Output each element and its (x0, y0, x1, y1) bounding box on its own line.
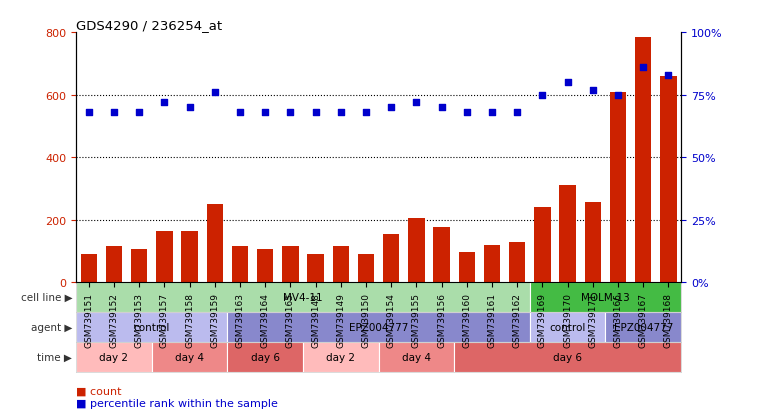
Bar (530, 282, 681, 312)
Bar (282, 247, 298, 282)
Text: control: control (133, 322, 170, 332)
Bar (408, 218, 425, 282)
Point (83, 109, 95, 116)
Point (587, 87, 599, 94)
Bar (257, 250, 273, 282)
Bar (76, 312, 228, 342)
Bar (228, 342, 303, 372)
Bar (333, 247, 349, 282)
Bar (459, 253, 475, 282)
Point (511, 109, 524, 116)
Bar (228, 312, 530, 342)
Point (410, 100, 422, 106)
Text: day 2: day 2 (100, 352, 129, 362)
Bar (156, 231, 173, 282)
Text: MV4-11: MV4-11 (283, 292, 323, 302)
Bar (232, 247, 248, 282)
Bar (434, 228, 450, 282)
Bar (81, 254, 97, 282)
Text: day 4: day 4 (402, 352, 431, 362)
Bar (534, 208, 551, 282)
Text: cell line ▶: cell line ▶ (21, 292, 72, 302)
Bar (484, 245, 500, 282)
Text: MOLM-13: MOLM-13 (581, 292, 630, 302)
Text: EPZ004777: EPZ004777 (613, 322, 673, 332)
Text: day 4: day 4 (175, 352, 204, 362)
Text: day 2: day 2 (326, 352, 355, 362)
Point (612, 92, 624, 99)
Bar (206, 204, 223, 282)
Point (335, 109, 347, 116)
Bar (454, 342, 681, 372)
Text: time ▶: time ▶ (37, 352, 72, 362)
Text: GDS4290 / 236254_at: GDS4290 / 236254_at (76, 19, 222, 32)
Text: ■ percentile rank within the sample: ■ percentile rank within the sample (76, 398, 278, 408)
Bar (559, 186, 576, 282)
Point (310, 109, 322, 116)
Point (108, 109, 120, 116)
Point (562, 80, 574, 86)
Text: EPZ004777: EPZ004777 (349, 322, 409, 332)
Point (285, 109, 297, 116)
Bar (181, 231, 198, 282)
Bar (307, 254, 323, 282)
Bar (635, 38, 651, 282)
Point (486, 109, 498, 116)
Text: control: control (549, 322, 586, 332)
Point (537, 92, 549, 99)
Text: day 6: day 6 (250, 352, 279, 362)
Text: day 6: day 6 (553, 352, 582, 362)
Bar (509, 242, 525, 282)
Bar (76, 282, 530, 312)
Point (259, 109, 271, 116)
Bar (606, 312, 681, 342)
Point (360, 109, 372, 116)
Point (435, 104, 447, 111)
Text: ■ count: ■ count (76, 385, 122, 395)
Bar (131, 250, 148, 282)
Point (662, 72, 674, 79)
Text: agent ▶: agent ▶ (31, 322, 72, 332)
Bar (106, 247, 122, 282)
Bar (530, 312, 606, 342)
Point (385, 104, 397, 111)
Point (183, 104, 196, 111)
Point (133, 109, 145, 116)
Point (637, 65, 649, 71)
Bar (584, 203, 601, 282)
Bar (358, 254, 374, 282)
Point (158, 100, 170, 106)
Point (209, 90, 221, 96)
Bar (661, 77, 677, 282)
Bar (76, 342, 151, 372)
Bar (610, 92, 626, 282)
Bar (383, 234, 400, 282)
Bar (151, 342, 228, 372)
Point (460, 109, 473, 116)
Bar (379, 342, 454, 372)
Bar (303, 342, 378, 372)
Point (234, 109, 246, 116)
